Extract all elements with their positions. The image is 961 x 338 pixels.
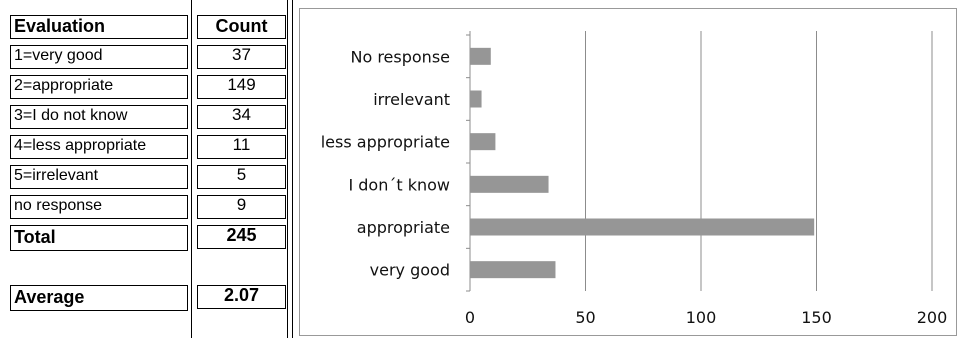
category-label: very good	[370, 261, 450, 280]
category-label: appropriate	[357, 218, 450, 237]
row-count: 11	[197, 135, 286, 159]
category-label: less appropriate	[321, 133, 450, 152]
row-count: 5	[197, 165, 286, 189]
bar	[470, 175, 549, 193]
row-count: 34	[197, 105, 286, 129]
category-label: I don´t know	[348, 175, 450, 194]
bar	[470, 261, 556, 279]
bar	[470, 218, 815, 236]
row-count: 149	[197, 75, 286, 99]
x-tick-label: 150	[801, 308, 832, 327]
row-label: 1=very good	[10, 45, 188, 69]
total-label: Total	[10, 225, 188, 251]
row-label: 2=appropriate	[10, 75, 188, 99]
x-tick-label: 50	[575, 308, 595, 327]
bar	[470, 133, 496, 151]
header-count: Count	[197, 15, 286, 39]
bar	[470, 47, 491, 65]
row-label: 5=irrelevant	[10, 165, 188, 189]
row-label: 3=I do not know	[10, 105, 188, 129]
total-count: 245	[197, 225, 286, 249]
row-label: 4=less appropriate	[10, 135, 188, 159]
row-count: 9	[197, 195, 286, 219]
bar-chart: 0 50 100 150 200 No response irrelevant less ap…	[299, 8, 957, 336]
x-tick-label: 100	[686, 308, 717, 327]
table-divider-line	[191, 0, 192, 338]
table-outer-border-line	[292, 0, 293, 338]
bar	[470, 90, 482, 108]
average-label: Average	[10, 285, 188, 311]
category-label: No response	[350, 47, 450, 66]
category-label: irrelevant	[373, 90, 450, 109]
row-count: 37	[197, 45, 286, 69]
evaluation-table: Evaluation Count 1=very good 37 2=approp…	[0, 0, 293, 338]
x-tick-label: 0	[465, 308, 475, 327]
row-label: no response	[10, 195, 188, 219]
header-evaluation: Evaluation	[10, 15, 188, 39]
average-value: 2.07	[197, 285, 286, 309]
x-tick-label: 200	[917, 308, 948, 327]
bar-chart-svg: 0 50 100 150 200 No response irrelevant less ap…	[321, 31, 948, 327]
table-right-border-line	[287, 0, 288, 338]
